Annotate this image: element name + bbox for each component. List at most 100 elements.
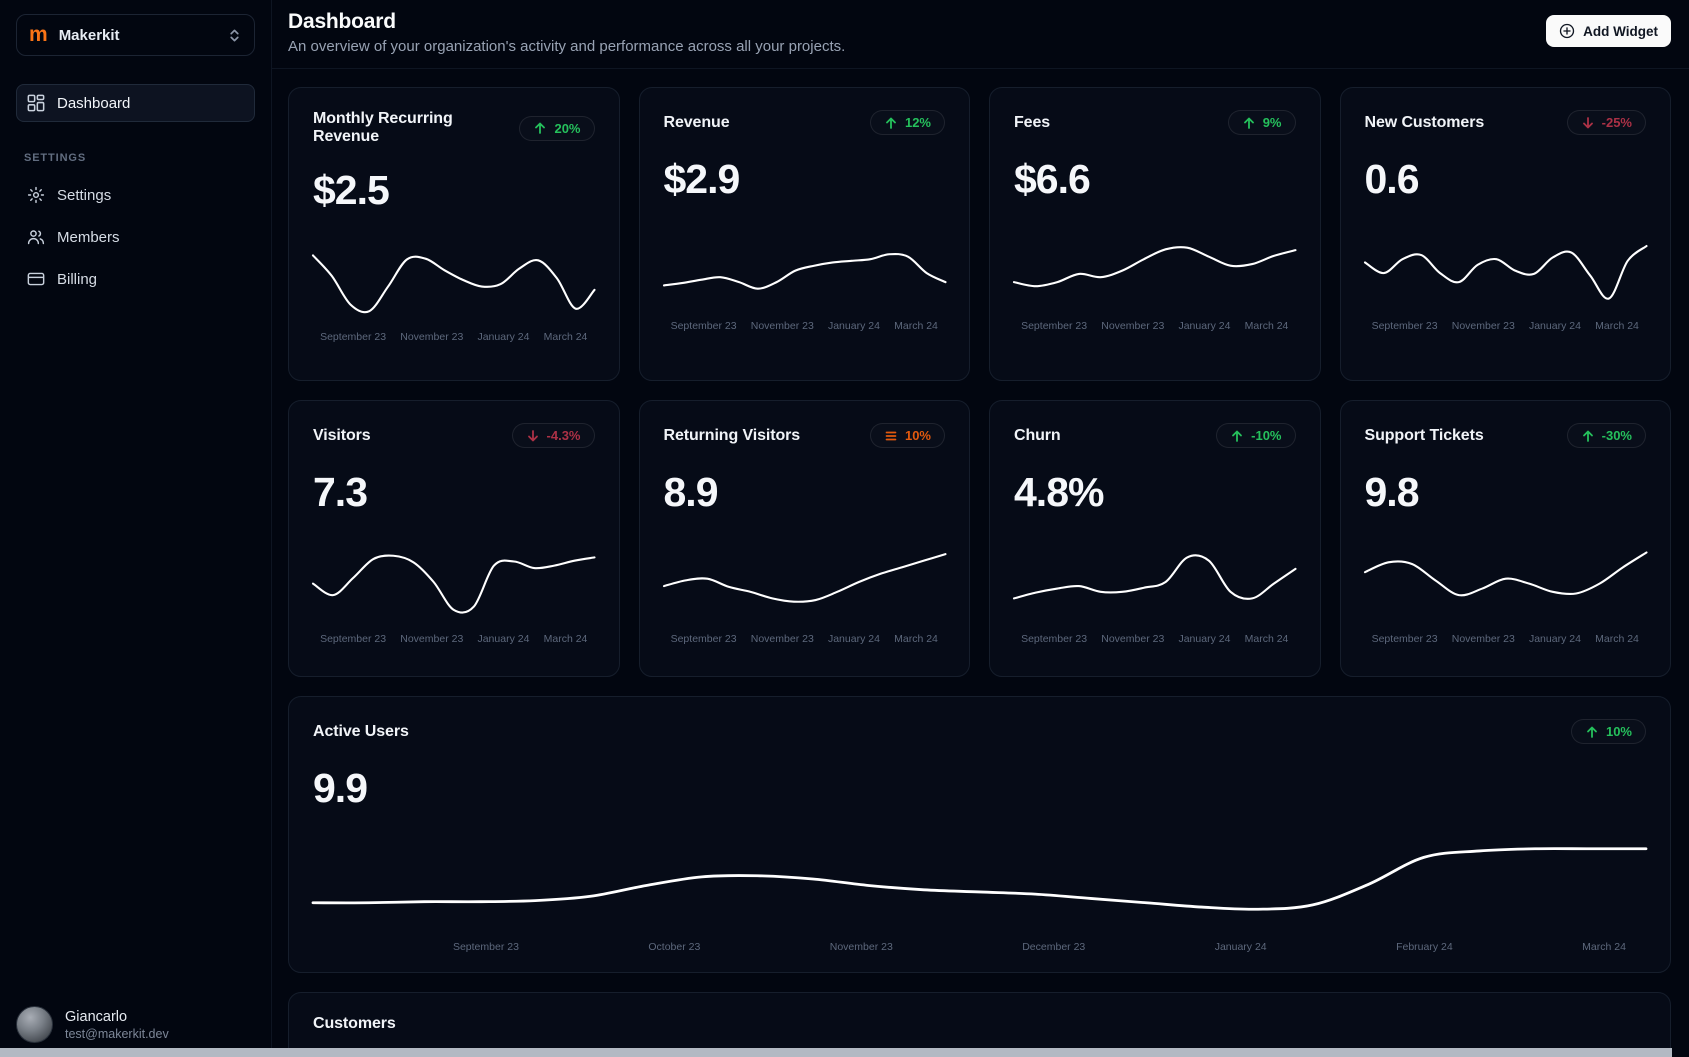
axis-label: November 23 (829, 941, 893, 953)
arrow-down-icon (526, 429, 540, 443)
trend-value: 20% (554, 120, 581, 136)
axis-label: September 23 (320, 633, 387, 645)
stat-value: 7.3 (313, 469, 368, 515)
stat-title: Fees (1014, 113, 1051, 131)
axis-label: March 24 (894, 320, 938, 332)
primary-nav: Dashboard (16, 84, 255, 122)
page-title: Dashboard (288, 10, 396, 33)
stat-title: Visitors (313, 426, 371, 444)
x-axis-labels: September 23 November 23 January 24 Marc… (1365, 633, 1647, 645)
x-axis-labels: September 23 November 23 January 24 Marc… (313, 331, 595, 343)
axis-label: September 23 (670, 633, 737, 645)
credit-card-icon (27, 270, 45, 288)
stat-value: $2.9 (663, 156, 741, 202)
axis-label: March 24 (1244, 633, 1289, 645)
axis-label: September 23 (1371, 633, 1438, 645)
trend-value: -4.3% (546, 428, 581, 443)
horizontal-scrollbar[interactable] (0, 1048, 1672, 1057)
sidebar-item-members[interactable]: Members (16, 218, 255, 256)
stat-value: 0.6 (1364, 156, 1420, 202)
stat-value: 4.8% (1014, 469, 1104, 515)
axis-label: November 23 (750, 633, 814, 645)
axis-label: September 23 (1021, 320, 1088, 332)
axis-label: March 24 (543, 633, 588, 645)
axis-label: September 23 (452, 941, 519, 953)
sidebar-item-label: Members (57, 228, 120, 246)
chevrons-up-down-icon (227, 28, 242, 43)
x-axis-labels: September 23 November 23 January 24 Marc… (1365, 320, 1647, 332)
stat-card-support-tickets: Support Tickets -30% 9.8 September 23 No… (1339, 400, 1671, 677)
stat-title: Revenue (663, 113, 730, 131)
stat-card-fees: Fees 9% $6.6 September 23 November 23 Ja… (989, 87, 1321, 381)
axis-label: November 23 (400, 633, 464, 645)
dashboard-content: Monthly Recurring Revenue 20% $2.5 Septe… (272, 69, 1689, 1057)
axis-label: March 24 (1595, 320, 1639, 332)
axis-label: February 24 (1396, 941, 1453, 953)
axis-label: November 23 (1101, 633, 1165, 645)
user-profile-button[interactable]: Giancarlo test@makerkit.dev (16, 1006, 255, 1043)
arrow-up-icon (1585, 725, 1599, 739)
page-header: Dashboard An overview of your organizati… (272, 0, 1689, 69)
workspace-selector[interactable]: m Makerkit (16, 14, 255, 56)
axis-label: January 24 (1178, 633, 1231, 645)
axis-label: January 24 (477, 331, 530, 343)
arrow-down-icon (1581, 116, 1595, 130)
arrow-up-icon (1242, 116, 1256, 130)
axis-label: March 24 (1595, 633, 1639, 645)
sidebar-item-settings[interactable]: Settings (16, 176, 255, 214)
axis-label: January 24 (827, 320, 880, 332)
users-icon (27, 228, 45, 246)
stats-grid: Monthly Recurring Revenue 20% $2.5 Septe… (288, 87, 1671, 677)
active-users-line-chart (313, 825, 1646, 933)
sparkline-chart (1014, 228, 1296, 310)
stat-card-revenue: Revenue 12% $2.9 September 23 November 2… (638, 87, 970, 381)
trend-value: -25% (1601, 115, 1632, 130)
add-widget-button[interactable]: Add Widget (1546, 15, 1671, 47)
stat-title: Active Users (313, 722, 409, 740)
sparkline-chart (1014, 541, 1296, 623)
axis-label: September 23 (320, 331, 387, 343)
axis-label: September 23 (1371, 320, 1438, 332)
sparkline-chart (1365, 541, 1647, 623)
axis-label: November 23 (750, 320, 814, 332)
stat-value: 9.9 (313, 765, 368, 811)
arrow-up-icon (1230, 429, 1244, 443)
stat-card-churn: Churn -10% 4.8% September 23 November 23… (989, 400, 1321, 677)
stat-card-visitors: Visitors -4.3% 7.3 September 23 November… (288, 400, 620, 677)
menu-lines-icon (884, 429, 898, 443)
add-widget-label: Add Widget (1583, 23, 1658, 39)
x-axis-labels: September 23 November 23 January 24 Marc… (664, 320, 946, 332)
customers-card: Customers (288, 992, 1671, 1057)
x-axis-labels: September 23 November 23 January 24 Marc… (1014, 633, 1296, 645)
x-axis-labels: September 23 November 23 January 24 Marc… (664, 633, 946, 645)
trend-badge: -10% (1216, 423, 1296, 448)
trend-value: 10% (1605, 724, 1632, 739)
settings-section-heading: SETTINGS (24, 152, 87, 164)
axis-label: November 23 (400, 331, 464, 343)
trend-badge: 10% (1570, 719, 1646, 744)
axis-label: December 23 (1022, 941, 1086, 953)
axis-label: January 24 (827, 633, 880, 645)
arrow-up-icon (884, 116, 898, 130)
axis-label: January 24 (1528, 633, 1581, 645)
x-axis-labels: September 23 November 23 January 24 Marc… (1014, 320, 1296, 332)
axis-label: January 24 (1528, 320, 1581, 332)
axis-label: November 23 (1101, 320, 1165, 332)
axis-label: March 24 (1244, 320, 1289, 332)
stat-title: Returning Visitors (663, 426, 801, 444)
stat-value: $6.6 (1014, 156, 1091, 202)
avatar (16, 1006, 53, 1043)
sidebar-item-billing[interactable]: Billing (16, 260, 255, 298)
sidebar-item-label: Billing (57, 270, 98, 288)
sidebar-item-dashboard[interactable]: Dashboard (16, 84, 255, 122)
trend-badge: 20% (519, 115, 595, 141)
stat-value: $2.5 (313, 167, 390, 213)
x-axis-labels: September 23 November 23 January 24 Marc… (313, 633, 595, 645)
user-name: Giancarlo (65, 1008, 128, 1025)
sidebar: m Makerkit Dashboard SETTINGS Settings M… (0, 0, 272, 1057)
axis-label: November 23 (1451, 320, 1515, 332)
gear-icon (27, 186, 45, 204)
page-subtitle: An overview of your organization's activ… (288, 38, 846, 55)
stat-card-monthly-recurring-revenue: Monthly Recurring Revenue 20% $2.5 Septe… (288, 87, 620, 381)
arrow-up-icon (533, 121, 547, 135)
